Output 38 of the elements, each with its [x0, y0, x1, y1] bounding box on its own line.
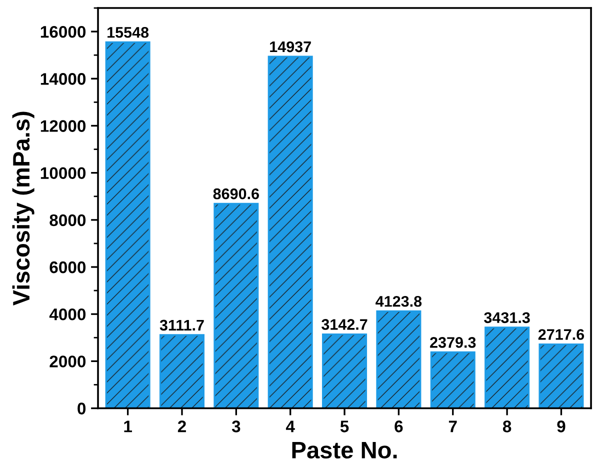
x-tick-label: 6: [394, 420, 403, 432]
bar: [538, 343, 584, 408]
x-axis-title: Paste No.: [292, 442, 397, 459]
y-tick-label: 6000: [50, 261, 86, 274]
x-tick-label: 1: [124, 420, 132, 432]
x-tick-label: 7: [448, 420, 457, 432]
bar: [484, 326, 530, 408]
bar: [105, 41, 150, 408]
bar: [268, 56, 313, 408]
data-label: 14937: [270, 41, 311, 52]
x-tick-label: 4: [286, 420, 295, 432]
y-tick-label: 14000: [40, 73, 86, 85]
data-label: 3111.7: [160, 320, 204, 331]
bar: [214, 202, 259, 408]
data-label: 3431.3: [484, 312, 530, 324]
y-tick-label: 0: [78, 402, 86, 414]
y-tick-label: 12000: [40, 120, 86, 132]
data-label: 15548: [108, 26, 149, 38]
data-label: 2717.6: [538, 329, 584, 340]
y-tick-label: 16000: [40, 26, 86, 38]
bar: [430, 351, 476, 408]
y-tick-label: 2000: [50, 356, 86, 368]
x-tick-label: 5: [340, 420, 349, 432]
data-label: 4123.8: [376, 296, 422, 307]
y-tick-label: 10000: [40, 167, 86, 180]
data-label: 2379.3: [430, 337, 476, 348]
y-axis-title: Viscosity (mPa.s): [12, 112, 34, 306]
x-tick-label: 9: [557, 420, 566, 432]
bar: [322, 333, 368, 408]
data-label: 3142.7: [322, 319, 368, 330]
y-tick-label: 4000: [49, 308, 86, 320]
x-tick-label: 2: [178, 420, 186, 432]
bar: [159, 334, 204, 408]
x-tick-label: 8: [502, 420, 512, 432]
x-tick-label: 3: [232, 420, 240, 432]
data-label: 8690.6: [213, 188, 259, 200]
y-tick-label: 8000: [50, 214, 86, 226]
bar: [376, 310, 422, 408]
